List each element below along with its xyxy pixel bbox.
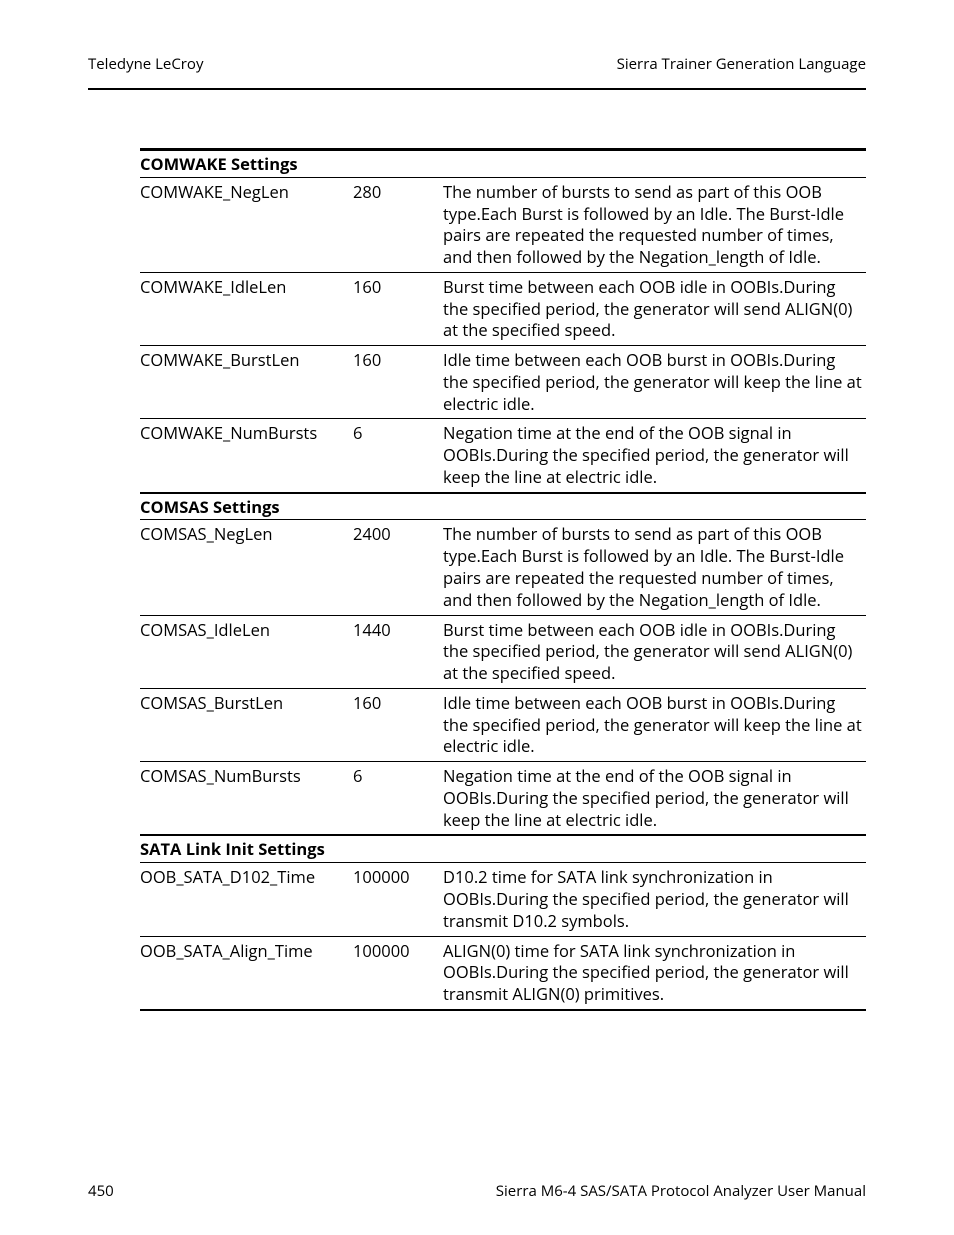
- cell-name: COMSAS_BurstLen: [140, 688, 353, 761]
- cell-value: 280: [353, 177, 443, 272]
- page-header: Teledyne LeCroy Sierra Trainer Generatio…: [88, 54, 866, 90]
- section-header: SATA Link Init Settings: [140, 835, 866, 862]
- manual-title: Sierra M6-4 SAS/SATA Protocol Analyzer U…: [496, 1181, 866, 1201]
- section-title: COMSAS Settings: [140, 493, 866, 520]
- table-row: COMSAS_BurstLen160Idle time between each…: [140, 688, 866, 761]
- cell-value: 6: [353, 419, 443, 493]
- cell-value: 100000: [353, 863, 443, 936]
- section-title: COMWAKE Settings: [140, 150, 866, 178]
- section-header: COMWAKE Settings: [140, 150, 866, 178]
- cell-name: COMWAKE_NegLen: [140, 177, 353, 272]
- cell-desc: The number of bursts to send as part of …: [443, 520, 866, 615]
- cell-desc: D10.2 time for SATA link synchronization…: [443, 863, 866, 936]
- cell-value: 160: [353, 688, 443, 761]
- settings-table: COMWAKE SettingsCOMWAKE_NegLen280The num…: [140, 148, 866, 1011]
- cell-name: COMSAS_IdleLen: [140, 615, 353, 688]
- cell-desc: Negation time at the end of the OOB sign…: [443, 419, 866, 493]
- table-row: OOB_SATA_Align_Time100000ALIGN(0) time f…: [140, 936, 866, 1010]
- cell-name: OOB_SATA_D102_Time: [140, 863, 353, 936]
- content-area: COMWAKE SettingsCOMWAKE_NegLen280The num…: [140, 148, 866, 1011]
- cell-name: COMWAKE_IdleLen: [140, 272, 353, 345]
- cell-desc: Burst time between each OOB idle in OOBI…: [443, 615, 866, 688]
- table-row: COMWAKE_NumBursts6Negation time at the e…: [140, 419, 866, 493]
- table-row: COMWAKE_BurstLen160Idle time between eac…: [140, 346, 866, 419]
- page-number: 450: [88, 1181, 114, 1201]
- section-header: COMSAS Settings: [140, 493, 866, 520]
- cell-name: COMWAKE_BurstLen: [140, 346, 353, 419]
- cell-value: 100000: [353, 936, 443, 1010]
- cell-desc: Idle time between each OOB burst in OOBI…: [443, 688, 866, 761]
- table-row: OOB_SATA_D102_Time100000D10.2 time for S…: [140, 863, 866, 936]
- cell-value: 1440: [353, 615, 443, 688]
- section-title: SATA Link Init Settings: [140, 835, 866, 862]
- cell-desc: Idle time between each OOB burst in OOBI…: [443, 346, 866, 419]
- cell-value: 160: [353, 272, 443, 345]
- cell-desc: ALIGN(0) time for SATA link synchronizat…: [443, 936, 866, 1010]
- cell-name: COMSAS_NumBursts: [140, 762, 353, 836]
- cell-name: COMWAKE_NumBursts: [140, 419, 353, 493]
- table-row: COMSAS_IdleLen1440Burst time between eac…: [140, 615, 866, 688]
- table-row: COMWAKE_IdleLen160Burst time between eac…: [140, 272, 866, 345]
- cell-desc: Negation time at the end of the OOB sign…: [443, 762, 866, 836]
- table-row: COMSAS_NumBursts6Negation time at the en…: [140, 762, 866, 836]
- header-right: Sierra Trainer Generation Language: [617, 54, 866, 74]
- cell-value: 2400: [353, 520, 443, 615]
- header-left: Teledyne LeCroy: [88, 54, 203, 74]
- cell-desc: Burst time between each OOB idle in OOBI…: [443, 272, 866, 345]
- cell-value: 160: [353, 346, 443, 419]
- cell-value: 6: [353, 762, 443, 836]
- table-row: COMWAKE_NegLen280The number of bursts to…: [140, 177, 866, 272]
- page: Teledyne LeCroy Sierra Trainer Generatio…: [0, 0, 954, 1235]
- cell-name: OOB_SATA_Align_Time: [140, 936, 353, 1010]
- cell-name: COMSAS_NegLen: [140, 520, 353, 615]
- page-footer: 450 Sierra M6-4 SAS/SATA Protocol Analyz…: [88, 1181, 866, 1201]
- cell-desc: The number of bursts to send as part of …: [443, 177, 866, 272]
- table-row: COMSAS_NegLen2400The number of bursts to…: [140, 520, 866, 615]
